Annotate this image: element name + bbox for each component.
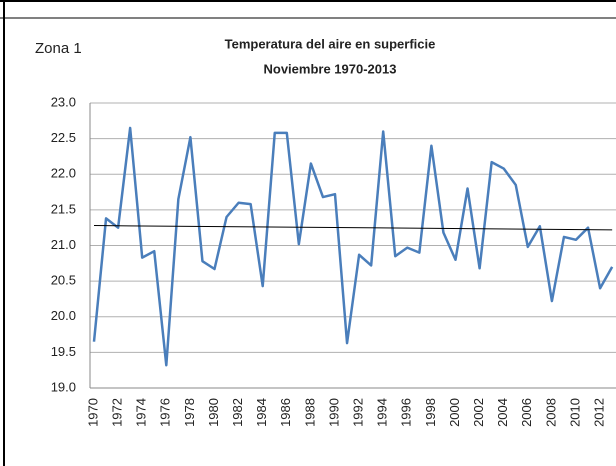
x-tick-label: 1976 [158, 398, 173, 427]
y-tick-label: 21.5 [51, 201, 76, 216]
y-tick-label: 20.5 [51, 273, 76, 288]
y-tick-label: 19.5 [51, 344, 76, 359]
x-tick-label: 1994 [375, 398, 390, 427]
y-tick-label: 22.0 [51, 166, 76, 181]
x-tick-label: 2004 [495, 398, 510, 427]
chart-subtitle: Noviembre 1970-2013 [264, 61, 397, 76]
x-tick-label: 2012 [592, 398, 607, 427]
y-tick-label: 22.5 [51, 130, 76, 145]
x-tick-label: 2008 [543, 398, 558, 427]
x-tick-label: 1980 [206, 398, 221, 427]
chart-title: Temperatura del aire en superficie [225, 36, 436, 51]
x-tick-label: 2006 [519, 398, 534, 427]
x-tick-label: 1970 [85, 398, 100, 427]
x-tick-label: 1972 [110, 398, 125, 427]
x-tick-label: 1984 [254, 398, 269, 427]
trend-line [93, 225, 613, 231]
y-tick-label: 23.0 [51, 94, 76, 109]
x-tick-label: 1988 [302, 398, 317, 427]
y-tick-label: 20.0 [51, 308, 76, 323]
x-tick-label: 2000 [447, 398, 462, 427]
x-tick-label: 1996 [399, 398, 414, 427]
x-tick-label: 1990 [326, 398, 341, 427]
x-tick-label: 1986 [278, 398, 293, 427]
x-tick-label: 1982 [230, 398, 245, 427]
y-tick-label: 21.0 [51, 237, 76, 252]
x-tick-label: 1974 [134, 398, 149, 427]
x-tick-label: 1992 [351, 398, 366, 427]
x-tick-label: 1998 [423, 398, 438, 427]
x-tick-label: 2010 [567, 398, 582, 427]
annotation: Zona 1 [35, 40, 82, 57]
x-tick-label: 1978 [182, 398, 197, 427]
data-line [92, 126, 614, 367]
x-tick-label: 2002 [471, 398, 486, 427]
y-tick-label: 19.0 [51, 379, 76, 394]
